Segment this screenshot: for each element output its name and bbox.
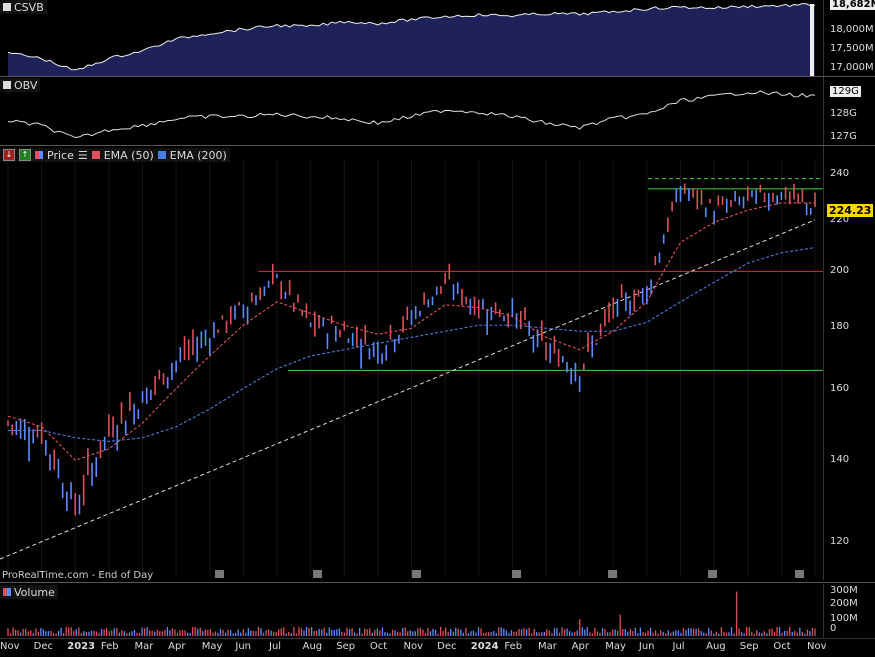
month-label: Sep bbox=[336, 641, 356, 652]
trendline bbox=[0, 219, 816, 560]
month-label: Feb bbox=[504, 641, 523, 652]
calendar-icon bbox=[313, 570, 322, 578]
month-label: 2024 bbox=[470, 641, 499, 652]
obv-tick: 127G bbox=[830, 131, 857, 142]
month-label: Nov bbox=[403, 641, 424, 652]
month-label: Jun bbox=[638, 641, 655, 652]
calendar-icon bbox=[708, 570, 717, 578]
volume-tick: 200M bbox=[830, 598, 858, 609]
price-plot bbox=[0, 160, 823, 578]
volume-tick: 100M bbox=[830, 613, 858, 624]
volume-axis: 300M 200M 100M 0 bbox=[823, 584, 875, 638]
price-tick: 120 bbox=[830, 536, 850, 547]
month-label: Nov bbox=[0, 641, 20, 652]
month-label: May bbox=[201, 641, 223, 652]
price-label[interactable]: Price bbox=[47, 148, 74, 162]
csvb-label: CSVB bbox=[14, 0, 44, 14]
obv-tick: 128G bbox=[830, 108, 857, 119]
csvb-legend[interactable]: CSVB bbox=[0, 0, 47, 14]
volume-plot bbox=[7, 591, 816, 636]
month-label: Dec bbox=[33, 641, 53, 652]
csvb-line bbox=[7, 3, 816, 71]
price-panel: ↓ ↑ Price ☰ EMA (50) EMA (200) ProRealTi… bbox=[0, 146, 823, 581]
ema50-label[interactable]: EMA (50) bbox=[103, 148, 154, 162]
price-legend: ↓ ↑ Price ☰ EMA (50) EMA (200) bbox=[0, 148, 230, 162]
month-label: Feb bbox=[100, 641, 119, 652]
month-label: 2023 bbox=[67, 641, 96, 652]
price-tick: 160 bbox=[830, 383, 850, 394]
obv-line bbox=[7, 90, 816, 139]
list-icon[interactable]: ☰ bbox=[77, 148, 88, 162]
month-label: Sep bbox=[739, 641, 759, 652]
csvb-plot bbox=[7, 3, 816, 76]
ema50-swatch-icon bbox=[91, 151, 100, 159]
calendar-icon bbox=[795, 570, 804, 578]
last-price-tag: 224.23 bbox=[827, 204, 874, 217]
month-label: Apr bbox=[168, 641, 186, 652]
month-label: Jul bbox=[672, 641, 685, 652]
price-tick: 140 bbox=[830, 454, 850, 465]
month-label: Jul bbox=[269, 641, 282, 652]
month-label: Apr bbox=[571, 641, 589, 652]
csvb-tick: 17,500M bbox=[830, 43, 874, 54]
volume-panel: Volume bbox=[0, 584, 823, 638]
csvb-marker bbox=[810, 4, 814, 76]
ema200-swatch-icon bbox=[157, 151, 166, 159]
price-tick: 240 bbox=[830, 168, 850, 179]
divider[interactable] bbox=[0, 76, 875, 77]
month-label: Mar bbox=[134, 641, 154, 652]
obv-plot bbox=[7, 90, 816, 139]
month-label: Mar bbox=[538, 641, 557, 652]
time-axis: Nov Dec 2023 Feb Mar Apr May Jun Jul Aug Sep Oct Nov… bbox=[0, 638, 875, 657]
price-swatch-icon bbox=[35, 151, 43, 159]
price-tick: 200 bbox=[830, 265, 850, 276]
obv-axis: 129G 128G 127G bbox=[823, 77, 875, 145]
month-label: Oct bbox=[773, 641, 791, 652]
calendar-icon bbox=[512, 570, 521, 578]
ema200-line bbox=[8, 247, 816, 442]
divider[interactable] bbox=[0, 582, 875, 583]
watermark: ProRealTime.com - End of Day bbox=[2, 570, 154, 581]
ema50-line bbox=[7, 202, 815, 461]
arrow-up-icon[interactable]: ↑ bbox=[19, 149, 31, 161]
month-label: Nov bbox=[807, 641, 827, 652]
volume-swatch-icon bbox=[3, 588, 11, 596]
csvb-tick: 18,000M bbox=[830, 24, 874, 35]
obv-label: OBV bbox=[14, 78, 38, 92]
month-label: Aug bbox=[302, 641, 323, 652]
csvb-tick: 17,000M bbox=[830, 62, 874, 73]
obv-panel: OBV bbox=[0, 77, 823, 145]
csvb-panel: CSVB bbox=[0, 0, 823, 76]
volume-legend[interactable]: Volume bbox=[0, 585, 58, 599]
divider[interactable] bbox=[0, 145, 875, 146]
calendar-icon bbox=[608, 570, 617, 578]
ema200-label[interactable]: EMA (200) bbox=[169, 148, 227, 162]
volume-tick: 0 bbox=[830, 623, 837, 634]
csvb-tick: 18,682M bbox=[830, 0, 875, 10]
month-label: Jun bbox=[235, 641, 251, 652]
volume-tick: 300M bbox=[830, 585, 858, 596]
obv-tick: 129G bbox=[830, 86, 861, 97]
csvb-axis: 18,682M 18,000M 17,500M 17,000M bbox=[823, 0, 875, 76]
csvb-color-swatch bbox=[3, 3, 11, 11]
calendar-icon bbox=[412, 570, 421, 578]
month-label: Aug bbox=[706, 641, 726, 652]
arrow-down-icon[interactable]: ↓ bbox=[3, 149, 15, 161]
obv-legend[interactable]: OBV bbox=[0, 78, 41, 92]
obv-color-swatch bbox=[3, 81, 11, 89]
month-label: Oct bbox=[369, 641, 388, 652]
month-label: Dec bbox=[437, 641, 457, 652]
volume-label: Volume bbox=[14, 585, 55, 599]
csvb-area bbox=[8, 3, 815, 76]
calendar-icon bbox=[215, 570, 224, 578]
price-tick: 220 bbox=[830, 214, 850, 225]
month-label: May bbox=[605, 641, 626, 652]
price-tick: 180 bbox=[830, 321, 850, 332]
price-axis: 240 220 200 180 160 140 120 224.23 bbox=[823, 146, 875, 580]
